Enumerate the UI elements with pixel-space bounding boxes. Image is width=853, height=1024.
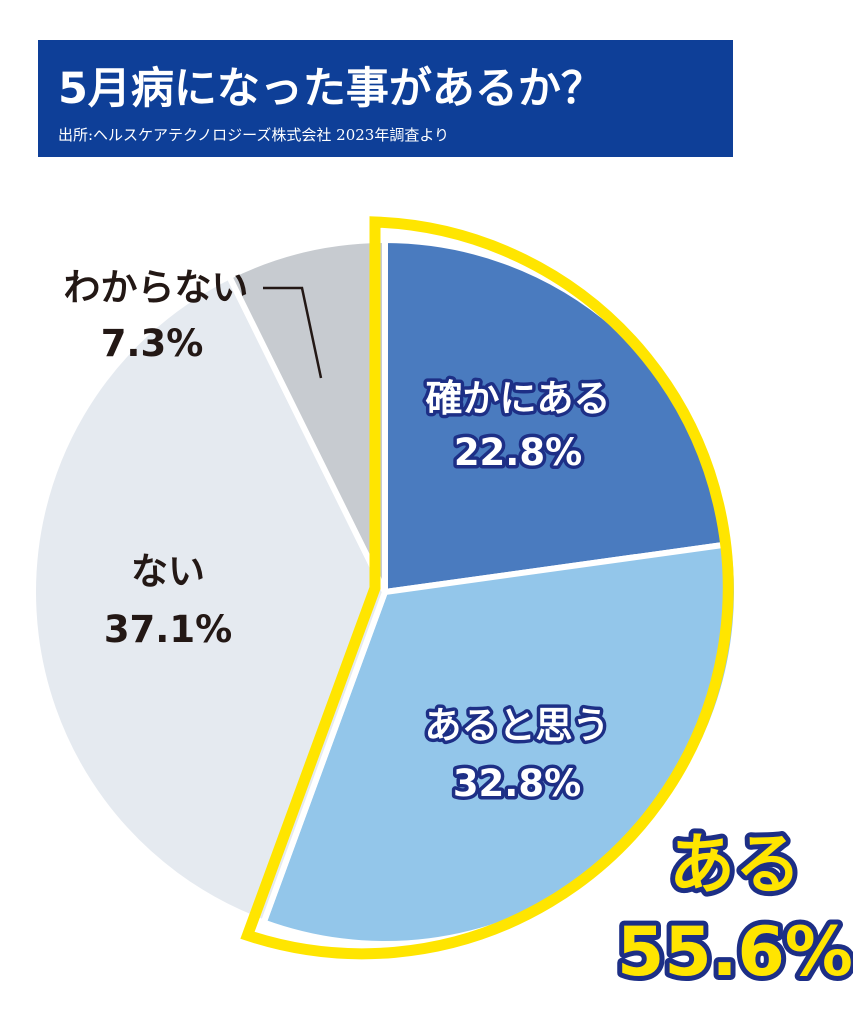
highlight-label: ある — [669, 826, 801, 903]
highlight-value: 55.6% — [617, 913, 853, 992]
slice-label-4: わからない — [64, 266, 249, 309]
slice-label-2: あると思う — [425, 704, 610, 747]
pie-slices — [30, 237, 740, 947]
pie-slice-3 — [30, 273, 388, 926]
header-banner — [38, 40, 733, 157]
chart-source: 出所:ヘルスケアテクノロジーズ株式会社 2023年調査より — [58, 126, 449, 144]
chart-title: 5月病になった事があるか？ — [58, 64, 604, 114]
slice-value-1: 22.8% — [454, 431, 582, 474]
slice-label-3: ない — [131, 550, 205, 593]
highlight-outline — [240, 216, 734, 960]
slice-value-3: 37.1% — [104, 608, 232, 651]
slice-label-1: 確かにある — [426, 377, 611, 420]
slice-value-2: 32.8% — [453, 762, 581, 805]
leader-line — [263, 286, 323, 379]
slice-value-4: 7.3% — [101, 322, 204, 365]
